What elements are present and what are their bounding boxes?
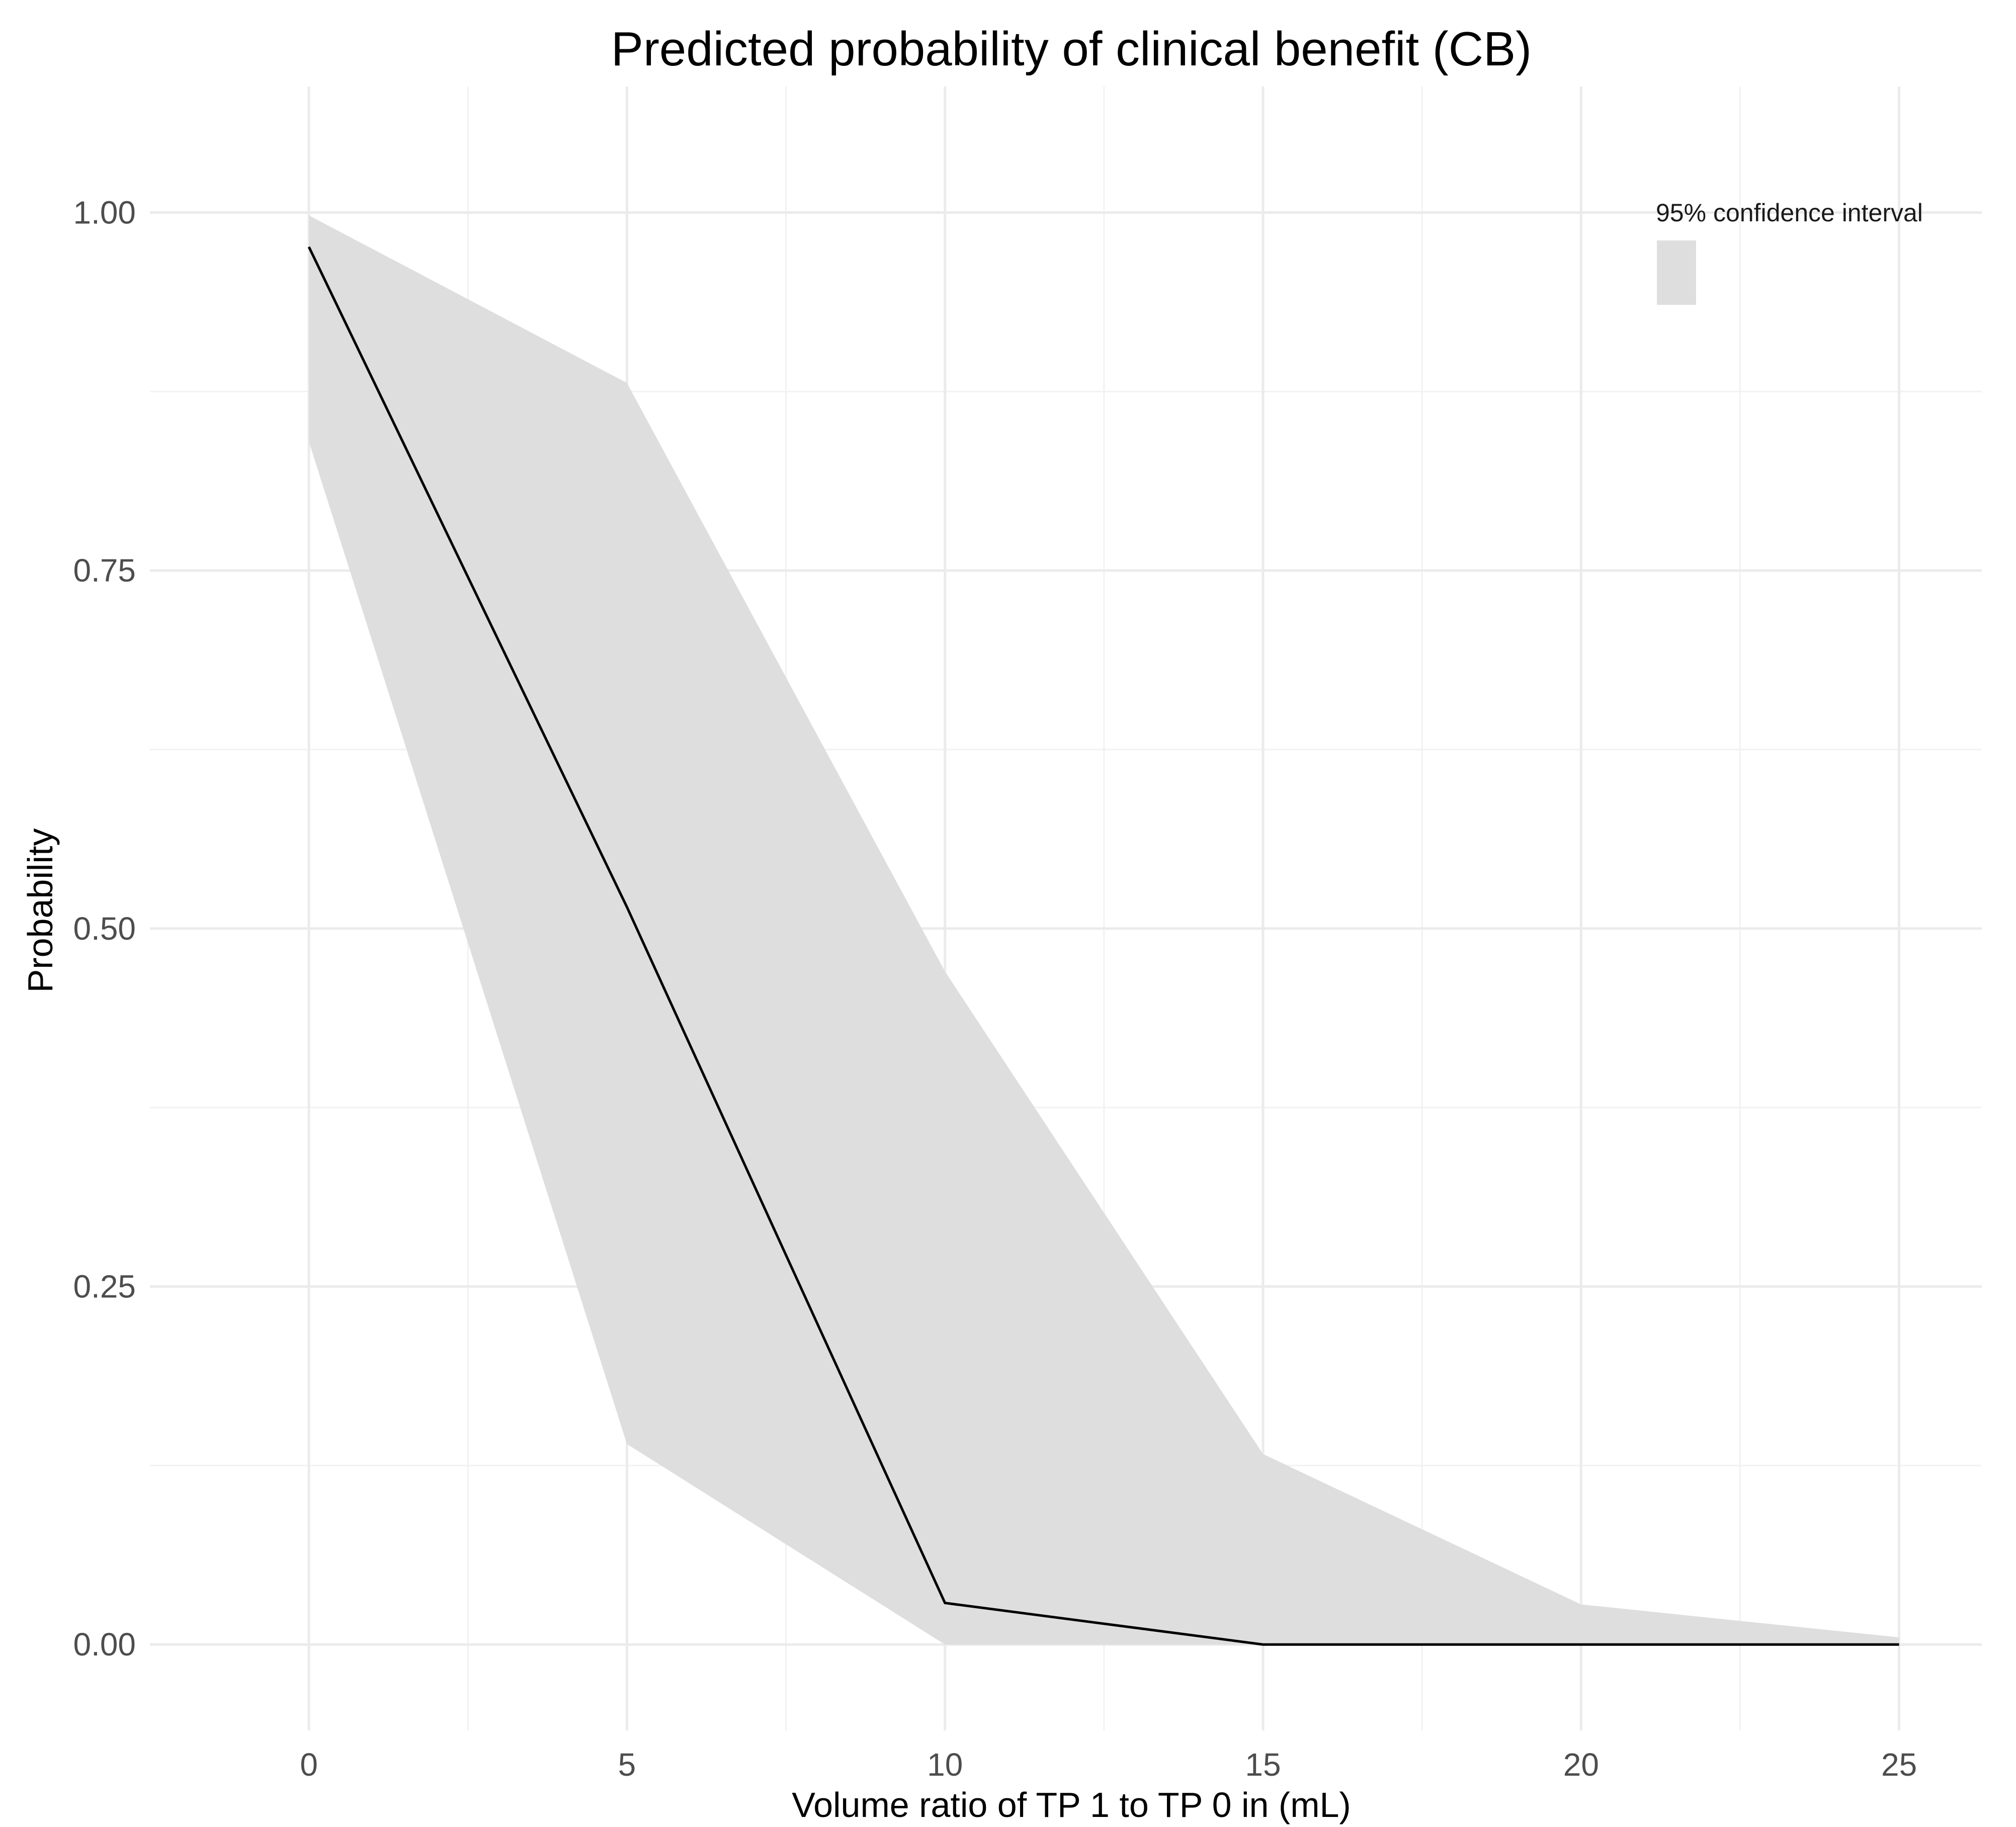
x-axis-tick-labels: 0 5 10 15 20 25 [300, 1747, 1917, 1783]
x-tick-label: 20 [1563, 1747, 1599, 1783]
x-tick-label: 10 [927, 1747, 963, 1783]
y-axis-title: Probability [21, 828, 60, 993]
x-tick-label: 0 [300, 1747, 318, 1783]
plot-data [307, 215, 1899, 1646]
y-tick-label: 0.00 [73, 1626, 136, 1663]
probability-line [307, 246, 1899, 1646]
legend-title: 95% confidence interval [1656, 199, 1923, 227]
chart-title: Predicted probability of clinical benefi… [611, 22, 1532, 76]
y-tick-label: 0.50 [73, 910, 136, 947]
x-tick-label: 5 [618, 1747, 636, 1783]
x-tick-label: 15 [1245, 1747, 1281, 1783]
x-axis-title: Volume ratio of TP 1 to TP 0 in (mL) [792, 1785, 1351, 1824]
y-axis-tick-labels: 0.00 0.25 0.50 0.75 1.00 [73, 195, 136, 1663]
y-tick-label: 1.00 [73, 195, 136, 231]
x-tick-label: 25 [1881, 1747, 1917, 1783]
y-tick-label: 0.25 [73, 1269, 136, 1305]
legend: 95% confidence interval [1656, 199, 1923, 305]
y-tick-label: 0.75 [73, 552, 136, 589]
confidence-band [309, 215, 1899, 1645]
legend-key-confidence-band [1657, 240, 1696, 305]
